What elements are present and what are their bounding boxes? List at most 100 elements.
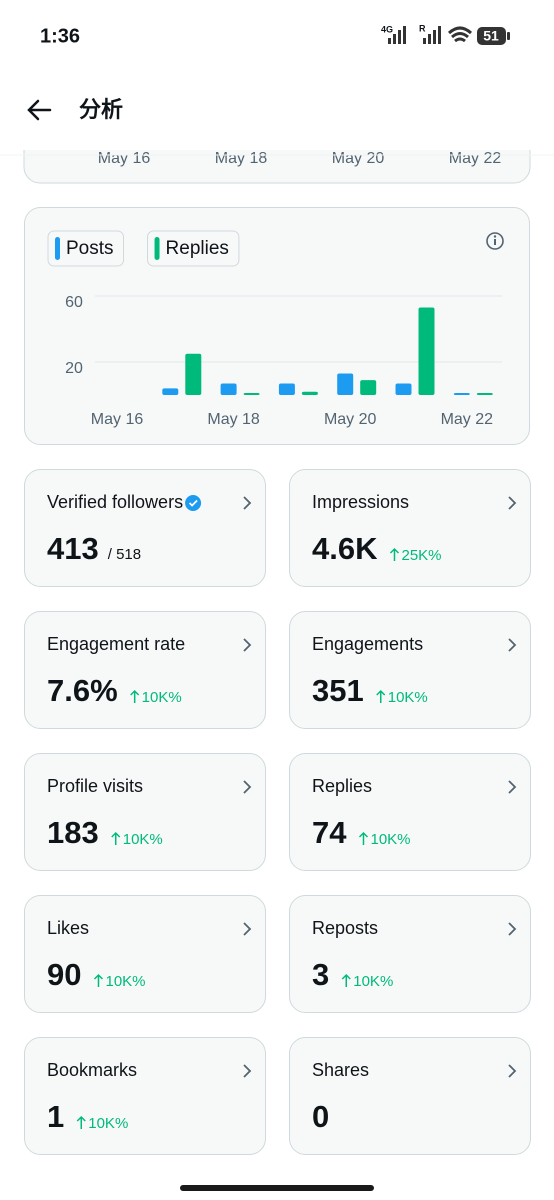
chart: Posts Replies 20 60 May 16 May 18 May 20 May 22 (47, 230, 502, 428)
stat-label: Bookmarks (47, 1060, 137, 1080)
home-indicator (180, 1185, 374, 1191)
info-icon-stem (494, 239, 496, 245)
up-arrow (130, 689, 140, 703)
stat-label: Engagements (312, 634, 423, 654)
stat-label: Engagement rate (47, 634, 185, 654)
stat-card[interactable] (289, 469, 531, 587)
stat-value: 0 (312, 1099, 329, 1134)
chevron (508, 496, 517, 510)
stat-change: 10K% (388, 689, 428, 706)
stat-value: 351 (312, 673, 364, 708)
up-arrow (376, 689, 386, 703)
clock: 1:36 (40, 25, 80, 47)
x-tick-label: May 16 (91, 411, 144, 428)
date-label: May 20 (332, 150, 385, 167)
stat-value: 3 (312, 957, 329, 992)
bar (337, 373, 354, 395)
legend-chip[interactable] (147, 230, 240, 267)
bar (418, 307, 435, 395)
stat-label: Impressions (312, 492, 409, 512)
up-arrow (358, 831, 369, 845)
stat-label: Likes (47, 918, 89, 938)
y-tick-label: 60 (65, 294, 83, 311)
verified-check (188, 499, 198, 507)
signal-icon (388, 26, 406, 44)
date-axis: May 16 May 18 May 20 May 22 (98, 150, 502, 167)
x-tick-label: May 20 (324, 411, 377, 428)
stat-card[interactable] (289, 1037, 531, 1155)
chevron (243, 496, 252, 510)
signal-icon-2 (423, 26, 441, 44)
y-tick-label: 20 (65, 360, 83, 377)
stat-label: Reposts (312, 918, 378, 938)
bar (476, 393, 493, 395)
battery-tip (507, 32, 510, 40)
date-label: May 22 (449, 150, 502, 167)
stat-card[interactable] (24, 469, 266, 587)
legend-label: Posts (66, 238, 114, 259)
bar (301, 391, 318, 395)
wifi-icon (447, 26, 473, 43)
up-arrow (76, 1115, 86, 1129)
bar (162, 388, 179, 395)
chevron (243, 780, 252, 794)
legend-swatch (55, 237, 60, 260)
x-tick-label: May 18 (207, 411, 260, 428)
stat-card[interactable] (289, 611, 531, 729)
chevron (508, 638, 517, 652)
stat-change: 25K% (401, 547, 441, 564)
stat-change: 10K% (142, 689, 182, 706)
chevron (243, 922, 252, 936)
roaming: R (419, 23, 426, 33)
legend-label: Replies (166, 238, 229, 259)
stat-label: Shares (312, 1060, 369, 1080)
up-arrow (93, 973, 104, 987)
legend-chip[interactable] (47, 230, 125, 267)
stat-card[interactable] (24, 611, 266, 729)
info-icon[interactable] (486, 232, 504, 250)
stat-change: 10K% (370, 831, 410, 848)
bar (220, 383, 237, 395)
stat-label: Verified followers (47, 492, 183, 512)
stat-value: 413 (47, 531, 99, 566)
info-icon-dot (493, 235, 497, 238)
chevron (243, 638, 252, 652)
stat-card[interactable] (289, 895, 531, 1013)
back-button[interactable] (27, 99, 52, 121)
bar (360, 380, 377, 395)
stat-label: Replies (312, 776, 372, 796)
stat-change: 10K% (353, 973, 393, 990)
legend-swatch (154, 237, 160, 260)
x-tick-label: May 22 (441, 411, 494, 428)
date-label: May 18 (215, 150, 268, 167)
up-arrow (341, 973, 351, 987)
stat-value: 74 (312, 815, 347, 850)
stat-card[interactable] (24, 753, 266, 871)
bar (453, 393, 470, 395)
header-bg (0, 0, 554, 150)
stat-value: 4.6K (312, 531, 378, 566)
stats-grid: Verified followers 413 / 518 Impressions 4.6… (24, 469, 531, 1155)
bar (395, 383, 412, 395)
stat-card[interactable] (24, 1037, 266, 1155)
up-arrow (111, 831, 121, 845)
chevron (508, 780, 517, 794)
stat-card[interactable] (289, 753, 531, 871)
chevron (508, 1064, 517, 1078)
page-title: 分析 (79, 97, 123, 122)
stat-change: 10K% (88, 1115, 128, 1132)
stat-total: / 518 (108, 546, 141, 563)
stat-value: 183 (47, 815, 99, 850)
stat-value: 90 (47, 957, 81, 992)
chevron (508, 922, 517, 936)
stat-card[interactable] (24, 895, 266, 1013)
chevron (243, 1064, 252, 1078)
stat-value: 1 (47, 1099, 64, 1134)
stat-label: Profile visits (47, 776, 143, 796)
bar (185, 353, 202, 395)
bar (243, 393, 260, 395)
battery-level: 51 (483, 28, 499, 44)
battery-icon (477, 27, 506, 45)
stat-change: 10K% (105, 973, 145, 990)
